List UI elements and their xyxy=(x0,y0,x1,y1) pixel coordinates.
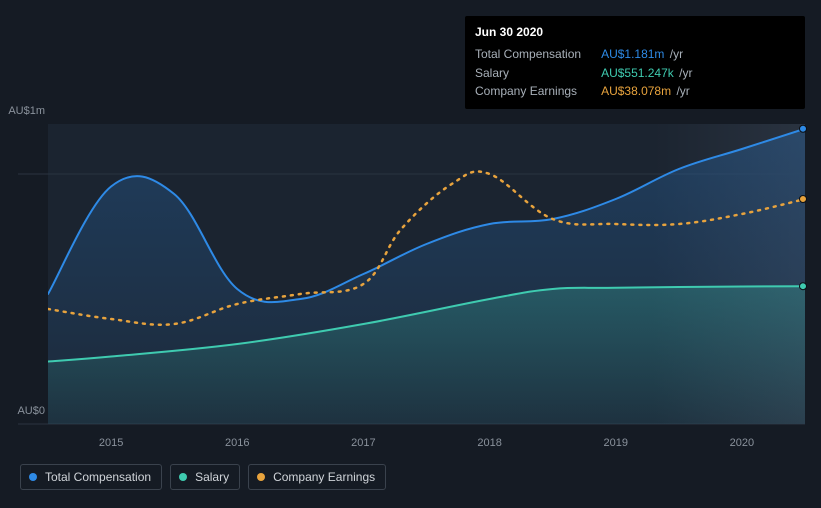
legend-dot xyxy=(179,473,187,481)
y-axis-label: AU$0 xyxy=(17,405,45,417)
x-axis-label: 2018 xyxy=(477,437,501,449)
legend-dot xyxy=(29,473,37,481)
tooltip-table: Total CompensationAU$1.181m /yrSalaryAU$… xyxy=(475,45,692,101)
tooltip-row-value: AU$38.078m /yr xyxy=(601,82,692,101)
legend-item-earnings[interactable]: Company Earnings xyxy=(248,464,386,490)
x-axis-label: 2015 xyxy=(99,437,123,449)
legend-item-total_comp[interactable]: Total Compensation xyxy=(20,464,162,490)
tooltip-row: Company EarningsAU$38.078m /yr xyxy=(475,82,692,101)
legend-item-label: Total Compensation xyxy=(45,470,151,484)
tooltip-row: Total CompensationAU$1.181m /yr xyxy=(475,45,692,64)
tooltip-date: Jun 30 2020 xyxy=(475,24,795,45)
chart-tooltip: Jun 30 2020 Total CompensationAU$1.181m … xyxy=(465,16,805,109)
tooltip-row: SalaryAU$551.247k /yr xyxy=(475,64,692,83)
chart-container: AU$0 AU$1m 2015 2016 2017 2018 2019 2020 Jun 3… xyxy=(0,0,821,508)
tooltip-row-label: Total Compensation xyxy=(475,45,601,64)
y-axis-label: AU$1m xyxy=(8,105,45,117)
x-axis-label: 2019 xyxy=(604,437,628,449)
tooltip-row-label: Company Earnings xyxy=(475,82,601,101)
legend-item-label: Company Earnings xyxy=(273,470,375,484)
x-axis-label: 2020 xyxy=(730,437,754,449)
x-axis-label: 2017 xyxy=(351,437,375,449)
chart-legend: Total Compensation Salary Company Earnings xyxy=(20,464,386,490)
legend-item-label: Salary xyxy=(195,470,229,484)
tooltip-row-value: AU$551.247k /yr xyxy=(601,64,692,83)
x-axis-label: 2016 xyxy=(225,437,249,449)
legend-dot xyxy=(257,473,265,481)
legend-item-salary[interactable]: Salary xyxy=(170,464,240,490)
tooltip-row-value: AU$1.181m /yr xyxy=(601,45,692,64)
tooltip-row-label: Salary xyxy=(475,64,601,83)
